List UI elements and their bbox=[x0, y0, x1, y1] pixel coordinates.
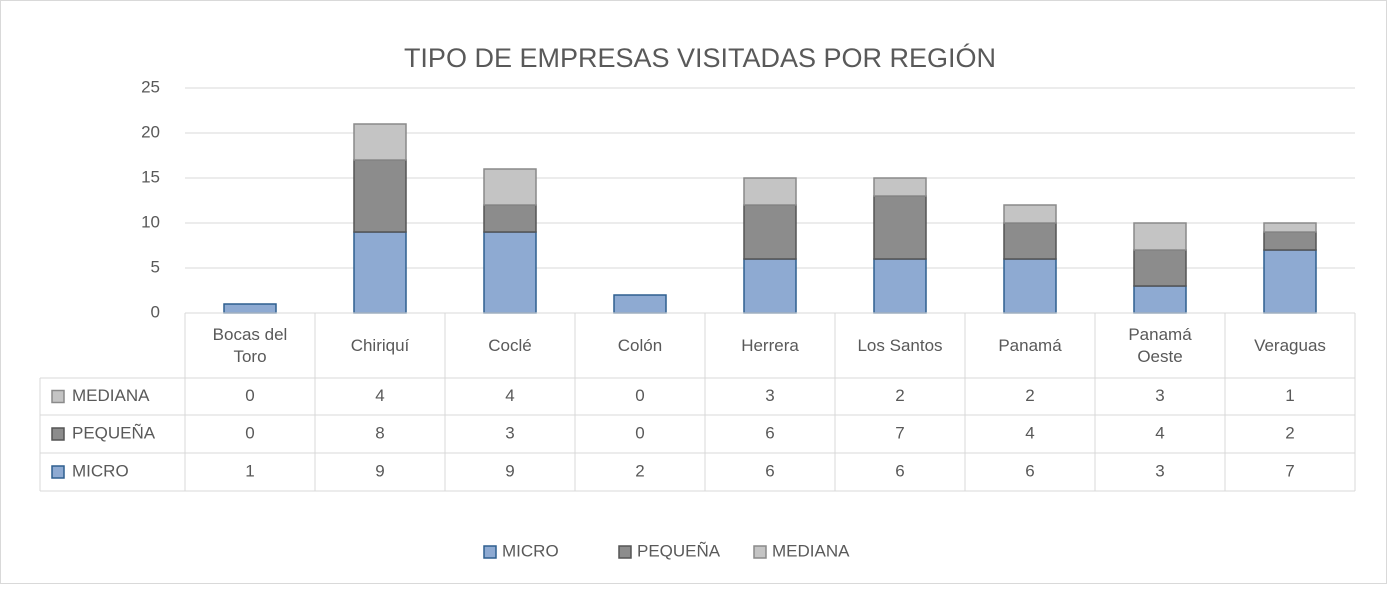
bar-segment bbox=[873, 177, 927, 197]
table-legend-key bbox=[51, 465, 65, 479]
legend-key bbox=[483, 545, 497, 559]
table-cell: 4 bbox=[505, 386, 514, 405]
category-cell: Veraguas bbox=[1254, 335, 1326, 355]
table-cell: 2 bbox=[1285, 423, 1294, 442]
x-tick-label: Panamá Oeste bbox=[1128, 324, 1192, 366]
bar-segment bbox=[743, 258, 797, 314]
legend-key bbox=[753, 545, 767, 559]
bar-segment bbox=[1003, 258, 1057, 314]
table-cell: 4 bbox=[1155, 423, 1164, 442]
table-legend-key bbox=[51, 389, 65, 404]
bar-segment bbox=[1133, 285, 1187, 314]
table-cell: 2 bbox=[895, 386, 904, 405]
table-cell: 0 bbox=[635, 423, 644, 442]
table-cell: 0 bbox=[635, 386, 644, 405]
legend-label: MEDIANA bbox=[772, 541, 850, 560]
table-cell: 6 bbox=[765, 461, 774, 480]
bar-segment bbox=[353, 123, 407, 161]
category-cell: Herrera bbox=[741, 335, 799, 355]
legend-key bbox=[618, 545, 632, 559]
table-cell: 8 bbox=[375, 423, 384, 442]
category-cell: Bocas del Toro bbox=[212, 324, 288, 366]
bar-segment bbox=[483, 204, 537, 233]
table-cell: 6 bbox=[765, 423, 774, 442]
bar-segment bbox=[223, 303, 277, 314]
table-cell: 0 bbox=[245, 423, 254, 442]
y-tick-label: 0 bbox=[151, 302, 160, 321]
x-tick-label: Herrera bbox=[741, 335, 799, 355]
x-tick-label: Bocas del Toro bbox=[212, 324, 288, 366]
bar-segment bbox=[483, 231, 537, 314]
legend-label: MICRO bbox=[502, 541, 559, 560]
bar-segment bbox=[1133, 249, 1187, 287]
table-cell: 3 bbox=[765, 386, 774, 405]
table-cell: 7 bbox=[1285, 461, 1294, 480]
table-cell: 7 bbox=[895, 423, 904, 442]
bar-segment bbox=[873, 258, 927, 314]
table-cell: 6 bbox=[895, 461, 904, 480]
x-tick-label: Coclé bbox=[488, 335, 532, 355]
bar-segment bbox=[613, 294, 667, 314]
table-cell: 6 bbox=[1025, 461, 1034, 480]
category-cell: Panamá bbox=[998, 335, 1062, 355]
category-cell: Los Santos bbox=[857, 335, 943, 355]
x-tick-label: Panamá bbox=[998, 335, 1062, 355]
table-cell: 4 bbox=[375, 386, 384, 405]
table-cell: 3 bbox=[505, 423, 514, 442]
table-row-label: MICRO bbox=[72, 461, 129, 480]
legend-label: PEQUEÑA bbox=[637, 541, 721, 560]
category-cell: Chiriquí bbox=[350, 335, 410, 355]
x-tick-label: Colón bbox=[617, 335, 663, 355]
y-tick-label: 15 bbox=[141, 167, 160, 186]
chart-title: TIPO DE EMPRESAS VISITADAS POR REGIÓN bbox=[404, 42, 996, 73]
bar-segment bbox=[1263, 222, 1317, 233]
table-cell: 9 bbox=[375, 461, 384, 480]
table-cell: 2 bbox=[635, 461, 644, 480]
table-row-label: MEDIANA bbox=[72, 386, 150, 405]
bar-segment bbox=[353, 159, 407, 233]
bar-segment bbox=[353, 231, 407, 314]
table-cell: 3 bbox=[1155, 461, 1164, 480]
y-tick-label: 25 bbox=[141, 77, 160, 96]
table-cell: 1 bbox=[245, 461, 254, 480]
bar-segment bbox=[743, 177, 797, 206]
bar-segment bbox=[1003, 204, 1057, 224]
x-tick-label: Chiriquí bbox=[350, 335, 410, 355]
category-cell: Panamá Oeste bbox=[1128, 324, 1192, 366]
table-row-label: PEQUEÑA bbox=[72, 423, 156, 442]
x-tick-label: Veraguas bbox=[1254, 335, 1326, 355]
table-legend-key bbox=[51, 427, 65, 441]
bar-segment bbox=[743, 204, 797, 260]
table-cell: 1 bbox=[1285, 386, 1294, 405]
x-tick-label: Los Santos bbox=[857, 335, 943, 355]
table-cell: 4 bbox=[1025, 423, 1034, 442]
bar-segment bbox=[1263, 249, 1317, 314]
category-cell: Coclé bbox=[488, 335, 532, 355]
y-tick-label: 20 bbox=[141, 122, 160, 141]
table-cell: 2 bbox=[1025, 386, 1034, 405]
table-cell: 3 bbox=[1155, 386, 1164, 405]
bar-segment bbox=[483, 168, 537, 206]
category-cell: Colón bbox=[617, 335, 663, 355]
y-tick-label: 5 bbox=[151, 257, 160, 276]
bar-segment bbox=[873, 195, 927, 260]
bar-segment bbox=[1263, 231, 1317, 251]
y-tick-label: 10 bbox=[141, 212, 160, 231]
bar-segment bbox=[1133, 222, 1187, 251]
table-cell: 9 bbox=[505, 461, 514, 480]
bar-segment bbox=[1003, 222, 1057, 260]
table-cell: 0 bbox=[245, 386, 254, 405]
